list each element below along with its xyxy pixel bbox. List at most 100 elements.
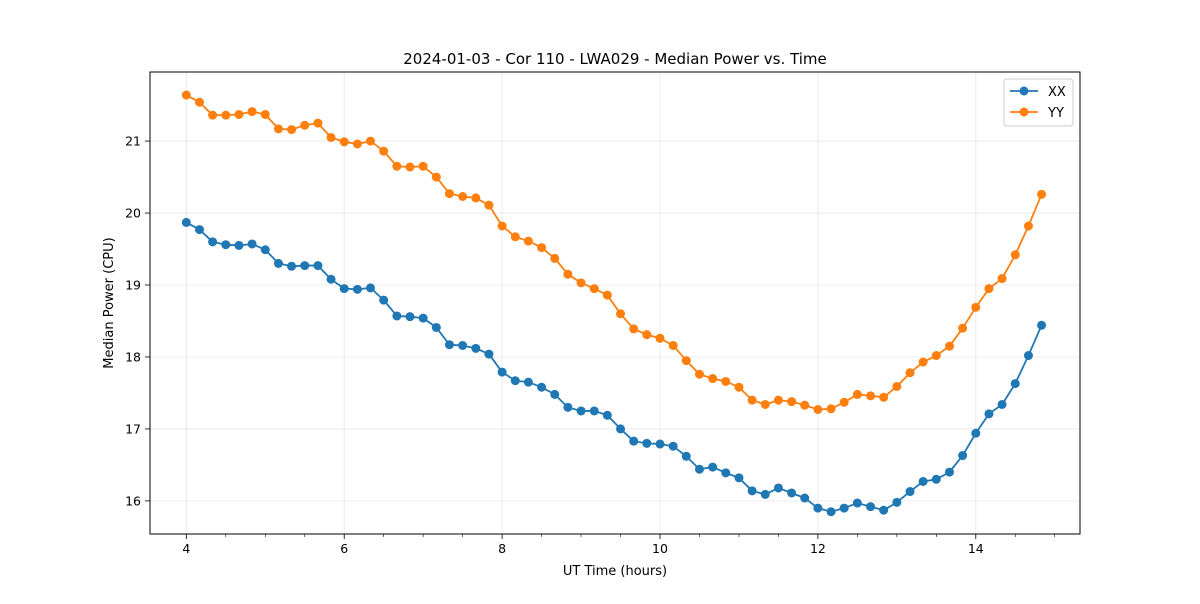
data-point-xx: [813, 503, 823, 513]
data-point-xx: [787, 488, 797, 498]
data-point-yy: [694, 369, 704, 379]
data-point-xx: [181, 217, 191, 227]
data-point-xx: [497, 367, 507, 377]
data-point-xx: [287, 261, 297, 271]
data-point-yy: [721, 376, 731, 386]
data-point-xx: [234, 240, 244, 250]
data-point-yy: [260, 109, 270, 119]
x-tick-label: 8: [498, 541, 506, 556]
x-tick-label: 4: [182, 541, 190, 556]
data-point-xx: [721, 468, 731, 478]
data-point-xx: [576, 406, 586, 416]
data-point-yy: [813, 405, 823, 415]
plot-frame: [149, 71, 1081, 535]
data-point-xx: [905, 487, 915, 497]
data-point-xx: [313, 261, 323, 271]
data-point-xx: [366, 283, 375, 293]
data-point-yy: [431, 172, 441, 182]
data-point-yy: [287, 125, 297, 135]
data-point-yy: [945, 341, 954, 351]
data-point-yy: [366, 136, 375, 146]
data-point-xx: [866, 502, 876, 512]
data-point-xx: [1023, 351, 1033, 361]
data-point-yy: [221, 110, 231, 120]
data-point-xx: [221, 240, 231, 250]
legend-marker-xx: [1019, 86, 1029, 96]
legend-label-yy: YY: [1047, 106, 1064, 121]
data-point-xx: [642, 438, 652, 448]
data-point-yy: [852, 389, 862, 399]
data-point-yy: [497, 221, 507, 231]
data-point-xx: [668, 441, 678, 451]
data-point-yy: [892, 381, 902, 391]
data-point-yy: [984, 284, 994, 294]
y-axis-label: Median Power (CPU): [102, 237, 117, 368]
data-point-xx: [800, 493, 810, 503]
y-axis: 16 17 18 19 20 21: [125, 134, 150, 508]
y-tick-label: 20: [125, 206, 141, 221]
data-point-xx: [602, 410, 612, 420]
data-point-xx: [523, 377, 533, 387]
data-point-xx: [984, 409, 994, 419]
data-point-yy: [839, 397, 849, 407]
data-point-xx: [195, 225, 204, 235]
y-tick-label: 19: [125, 278, 141, 293]
data-point-yy: [510, 232, 520, 242]
data-point-yy: [773, 395, 783, 405]
data-point-xx: [418, 313, 428, 323]
data-point-yy: [300, 120, 310, 130]
data-point-xx: [392, 311, 402, 321]
data-point-yy: [339, 137, 349, 147]
data-point-yy: [866, 391, 876, 401]
data-point-yy: [352, 139, 362, 149]
data-point-xx: [997, 399, 1007, 409]
data-point-yy: [958, 323, 968, 333]
data-point-xx: [892, 497, 902, 507]
x-tick-label: 6: [340, 541, 348, 556]
x-tick-label: 10: [652, 541, 668, 556]
data-point-yy: [760, 399, 770, 409]
data-point-xx: [681, 451, 691, 461]
data-point-xx: [655, 439, 665, 449]
data-point-xx: [945, 467, 954, 477]
data-point-xx: [971, 428, 981, 438]
data-point-xx: [431, 322, 441, 332]
data-point-yy: [681, 356, 691, 366]
data-point-xx: [708, 462, 718, 472]
data-point-xx: [273, 258, 283, 268]
data-point-yy: [1023, 221, 1033, 231]
data-point-yy: [668, 340, 678, 350]
y-tick-label: 17: [125, 421, 141, 436]
data-point-yy: [1037, 189, 1047, 199]
data-point-xx: [339, 284, 349, 294]
data-point-xx: [839, 503, 849, 513]
data-point-xx: [852, 498, 862, 508]
data-point-yy: [458, 191, 468, 201]
data-point-xx: [510, 376, 520, 386]
data-point-xx: [563, 402, 573, 412]
data-point-yy: [418, 161, 428, 171]
data-point-xx: [352, 284, 362, 294]
data-point-xx: [1010, 379, 1020, 389]
grid: [150, 72, 1080, 534]
data-point-yy: [234, 109, 244, 119]
series-markers: [181, 90, 1047, 517]
data-point-yy: [708, 374, 718, 384]
x-tick-label: 14: [968, 541, 984, 556]
data-point-yy: [247, 107, 257, 117]
x-axis: 4 6 8 10 12 14: [182, 534, 1056, 556]
data-point-xx: [537, 382, 547, 392]
data-point-yy: [273, 124, 283, 134]
data-point-xx: [260, 245, 270, 255]
data-point-yy: [931, 351, 941, 361]
x-tick-label: 12: [810, 541, 826, 556]
data-point-xx: [379, 295, 389, 305]
data-point-xx: [826, 507, 836, 517]
data-point-yy: [602, 290, 612, 300]
legend-marker-yy: [1019, 107, 1029, 117]
data-point-xx: [629, 436, 639, 446]
data-point-yy: [550, 253, 560, 263]
data-point-yy: [971, 302, 981, 312]
